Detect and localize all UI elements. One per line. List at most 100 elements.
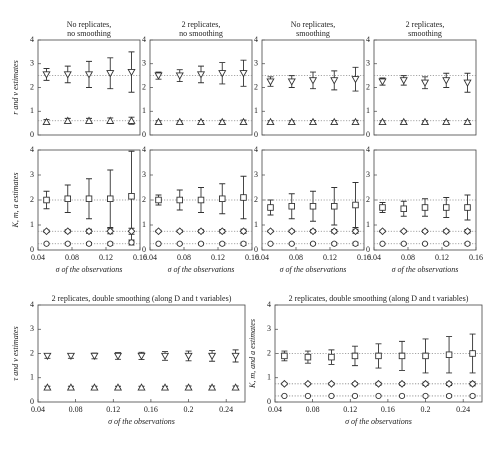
panel-title: No replicates, bbox=[67, 20, 111, 29]
x-tick-label: 0.16 bbox=[133, 253, 147, 262]
x-tick-label: 0.08 bbox=[177, 253, 191, 262]
marker bbox=[375, 392, 382, 399]
marker bbox=[155, 240, 162, 247]
panel: σ of the observations 0 1 2 3 4 0.04 0.08 0.12 0.… bbox=[142, 145, 259, 274]
marker bbox=[85, 195, 93, 203]
y-tick-label: 4 bbox=[30, 145, 34, 154]
marker bbox=[175, 72, 184, 80]
x-tick-label: 0.12 bbox=[435, 253, 449, 262]
marker bbox=[239, 117, 248, 126]
y-tick-label: 2 bbox=[366, 195, 370, 204]
y-tick-label: 1 bbox=[254, 220, 258, 229]
marker bbox=[107, 240, 114, 247]
y-axis-label: K, m, and a estimates bbox=[248, 319, 257, 389]
marker bbox=[197, 196, 205, 204]
marker bbox=[421, 227, 429, 236]
marker bbox=[330, 227, 339, 236]
panel: 2 replicates, double smoothing (along D … bbox=[11, 294, 246, 426]
marker bbox=[127, 68, 136, 77]
marker bbox=[379, 240, 386, 247]
marker bbox=[66, 352, 75, 361]
marker bbox=[208, 352, 217, 361]
marker bbox=[267, 240, 274, 247]
marker bbox=[422, 352, 429, 360]
panel-title: smoothing bbox=[296, 29, 330, 38]
y-tick-label: 0 bbox=[30, 245, 34, 254]
panel-title: 2 replicates, bbox=[406, 20, 445, 29]
marker bbox=[280, 379, 289, 388]
marker bbox=[442, 117, 451, 126]
panel: σ of the observations 0 1 2 3 4 0.04 0.08 0.12 0.… bbox=[366, 145, 483, 274]
marker bbox=[240, 194, 247, 201]
marker bbox=[90, 352, 99, 361]
marker bbox=[231, 352, 240, 361]
marker bbox=[422, 392, 429, 399]
marker bbox=[303, 379, 312, 388]
y-tick-label: 1 bbox=[366, 106, 370, 115]
y-tick-label: 1 bbox=[30, 373, 34, 382]
x-tick-label: 0.2 bbox=[184, 405, 194, 414]
marker bbox=[445, 351, 453, 358]
marker bbox=[421, 379, 430, 388]
panel: No replicates,smoothing 0 1 2 3 4 bbox=[254, 20, 365, 139]
marker bbox=[304, 392, 312, 399]
y-tick-label: 2 bbox=[30, 195, 34, 204]
marker bbox=[154, 72, 163, 80]
marker bbox=[106, 116, 115, 124]
x-tick-label: 0.08 bbox=[289, 253, 303, 262]
marker bbox=[208, 383, 217, 391]
marker bbox=[240, 240, 247, 247]
y-tick-label: 1 bbox=[254, 106, 258, 115]
x-tick-label: 0.24 bbox=[219, 405, 233, 414]
x-tick-label: 0.04 bbox=[268, 405, 282, 414]
panel: σ of the observations 0 1 2 3 4 0.04 0.08 0.12 0.… bbox=[254, 145, 371, 274]
marker bbox=[330, 202, 338, 210]
marker bbox=[266, 227, 275, 236]
marker bbox=[63, 71, 72, 79]
panel: 2 replicates,smoothing 0 1 2 3 4 bbox=[366, 20, 477, 139]
marker bbox=[351, 117, 360, 126]
marker bbox=[469, 350, 476, 357]
marker bbox=[351, 379, 359, 388]
marker bbox=[398, 379, 406, 388]
y-tick-label: 2 bbox=[142, 195, 146, 204]
marker bbox=[378, 78, 387, 86]
y-tick-label: 4 bbox=[30, 35, 34, 44]
marker bbox=[176, 240, 183, 247]
marker bbox=[231, 383, 240, 391]
panel: 2 replicates,no smoothing 0 1 2 3 4 bbox=[142, 20, 253, 139]
marker bbox=[464, 240, 471, 247]
marker bbox=[106, 70, 115, 78]
marker bbox=[184, 383, 193, 391]
marker bbox=[421, 204, 429, 211]
marker bbox=[378, 117, 387, 126]
y-tick-label: 3 bbox=[142, 59, 146, 68]
y-tick-label: 1 bbox=[366, 220, 370, 229]
marker bbox=[309, 202, 317, 210]
marker bbox=[106, 227, 115, 236]
marker bbox=[400, 240, 407, 247]
marker bbox=[309, 240, 317, 247]
y-tick-label: 1 bbox=[142, 106, 146, 115]
panel: 2 replicates, double smoothing (along D … bbox=[248, 294, 483, 426]
marker bbox=[66, 383, 75, 391]
marker bbox=[351, 76, 360, 84]
panel-title: no smoothing bbox=[179, 29, 223, 38]
panel-title: 2 replicates, double smoothing (along D … bbox=[289, 294, 469, 303]
marker bbox=[442, 204, 450, 211]
marker bbox=[352, 201, 359, 209]
x-tick-label: 0.08 bbox=[69, 405, 83, 414]
y-tick-label: 0 bbox=[142, 245, 146, 254]
y-tick-label: 0 bbox=[254, 245, 258, 254]
x-tick-label: 0.12 bbox=[343, 405, 357, 414]
y-tick-label: 4 bbox=[254, 145, 258, 154]
marker bbox=[445, 379, 454, 388]
marker bbox=[330, 117, 339, 126]
marker bbox=[351, 227, 360, 236]
marker bbox=[42, 71, 51, 79]
marker bbox=[196, 71, 206, 79]
y-tick-label: 3 bbox=[254, 59, 258, 68]
y-tick-label: 4 bbox=[366, 145, 370, 154]
x-tick-label: 0.16 bbox=[144, 405, 158, 414]
